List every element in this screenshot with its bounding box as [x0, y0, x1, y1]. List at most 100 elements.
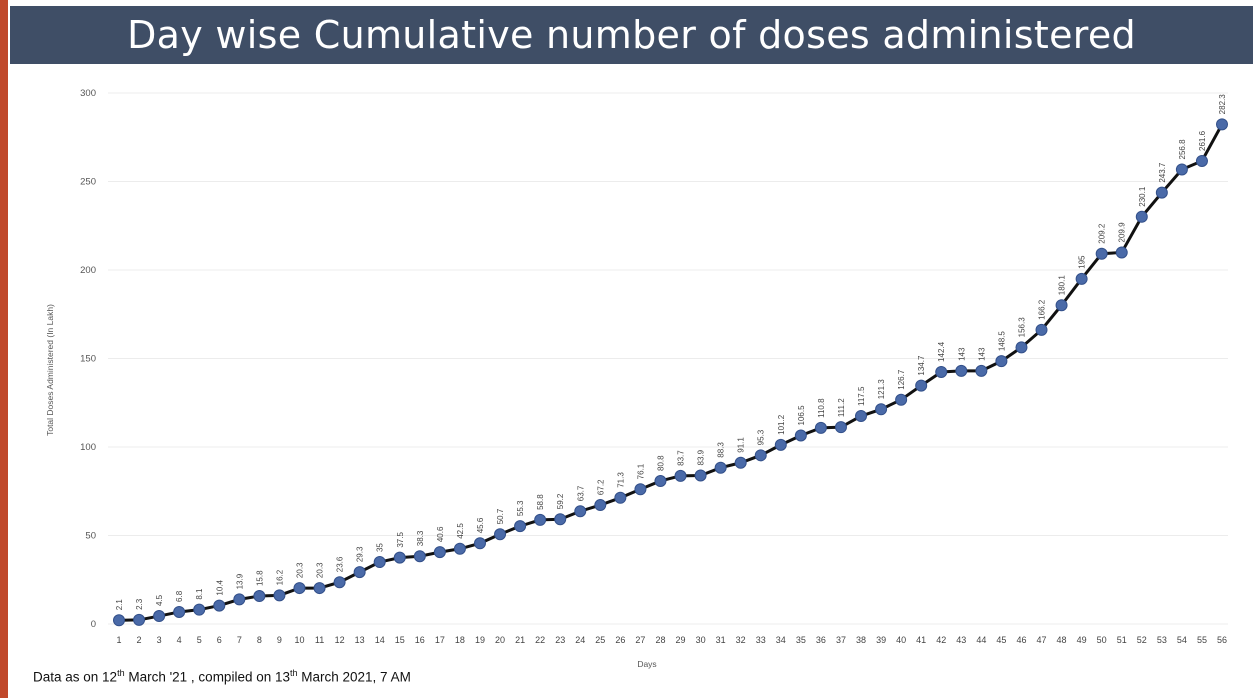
- x-tick-label: 16: [415, 635, 425, 645]
- data-label: 13.9: [235, 573, 244, 589]
- data-point: [875, 403, 888, 416]
- data-label: 143: [977, 347, 986, 361]
- data-label: 6.8: [175, 590, 184, 602]
- footnote-middle: March '21 , compiled on 13: [124, 669, 290, 685]
- x-tick-label: 30: [696, 635, 706, 645]
- data-label: 282.3: [1218, 94, 1227, 115]
- data-label: 55.3: [516, 500, 525, 516]
- x-tick-label: 38: [856, 635, 866, 645]
- data-point: [975, 364, 988, 377]
- data-point: [995, 355, 1008, 368]
- x-tick-label: 56: [1217, 635, 1227, 645]
- data-label: 23.6: [336, 556, 345, 572]
- accent-bar: [0, 0, 8, 698]
- data-point: [1195, 154, 1208, 167]
- x-tick-label: 15: [395, 635, 405, 645]
- data-point: [895, 393, 908, 406]
- x-tick-label: 29: [676, 635, 686, 645]
- data-label: 261.6: [1198, 130, 1207, 151]
- data-label: 71.3: [616, 472, 625, 488]
- data-label: 106.5: [797, 405, 806, 426]
- x-tick-label: 17: [435, 635, 445, 645]
- y-tick-label: 0: [91, 619, 96, 630]
- data-label: 117.5: [857, 386, 866, 406]
- x-tick-label: 11: [315, 635, 324, 645]
- y-tick-label: 100: [80, 442, 96, 453]
- footnote-prefix: Data as on 12: [33, 669, 118, 685]
- data-label: 256.8: [1178, 139, 1187, 160]
- x-tick-label: 44: [976, 635, 986, 645]
- x-tick-label: 9: [277, 635, 282, 645]
- data-label: 83.7: [677, 450, 686, 466]
- data-label: 35: [376, 543, 385, 552]
- data-label: 20.3: [295, 562, 304, 578]
- x-tick-label: 25: [595, 635, 605, 645]
- data-point: [935, 365, 948, 378]
- x-tick-label: 41: [916, 635, 926, 645]
- data-label: 91.1: [737, 437, 746, 453]
- x-tick-label: 45: [996, 635, 1006, 645]
- data-label: 58.8: [536, 494, 545, 510]
- x-tick-label: 42: [936, 635, 946, 645]
- data-point: [1015, 341, 1028, 354]
- data-label: 156.3: [1017, 317, 1026, 338]
- data-label: 110.8: [817, 398, 826, 418]
- x-tick-label: 46: [1016, 635, 1026, 645]
- x-tick-label: 13: [355, 635, 365, 645]
- data-point: [654, 474, 667, 487]
- data-point: [614, 491, 627, 504]
- data-label: 38.3: [416, 530, 425, 546]
- data-point: [133, 613, 146, 626]
- data-point: [1115, 246, 1128, 259]
- x-tick-label: 20: [495, 635, 505, 645]
- data-point: [333, 576, 346, 589]
- data-point: [173, 605, 186, 618]
- data-label: 180.1: [1058, 275, 1067, 296]
- data-point: [113, 614, 125, 627]
- x-tick-label: 6: [217, 635, 222, 645]
- x-tick-label: 21: [515, 635, 525, 645]
- x-tick-label: 14: [375, 635, 385, 645]
- data-label: 142.4: [937, 341, 946, 362]
- data-point: [594, 499, 607, 512]
- header-banner: Day wise Cumulative number of doses admi…: [10, 6, 1253, 64]
- data-label: 2.1: [115, 599, 124, 611]
- x-tick-label: 35: [796, 635, 806, 645]
- data-label: 15.8: [255, 570, 264, 586]
- x-tick-label: 26: [615, 635, 625, 645]
- data-point: [433, 546, 446, 559]
- data-label: 209.9: [1118, 222, 1127, 243]
- data-label: 63.7: [576, 485, 585, 501]
- data-label: 83.9: [697, 449, 706, 465]
- data-point: [834, 421, 847, 434]
- data-point: [694, 469, 707, 482]
- data-point: [794, 429, 807, 442]
- data-label: 230.1: [1138, 186, 1147, 207]
- x-tick-label: 12: [335, 635, 345, 645]
- data-point: [213, 599, 226, 612]
- data-label: 101.2: [777, 414, 786, 435]
- data-point: [353, 566, 366, 579]
- footnote: Data as on 12th March '21 , compiled on …: [33, 668, 411, 685]
- data-point: [494, 528, 507, 541]
- x-tick-label: 31: [716, 635, 726, 645]
- x-tick-label: 36: [816, 635, 826, 645]
- data-label: 111.2: [837, 398, 846, 417]
- data-label: 195: [1078, 255, 1087, 269]
- data-point: [574, 505, 587, 518]
- x-tick-label: 52: [1137, 635, 1147, 645]
- data-point: [1216, 118, 1228, 131]
- x-tick-label: 23: [555, 635, 565, 645]
- data-point: [473, 537, 486, 550]
- data-label: 42.5: [456, 523, 465, 539]
- y-tick-label: 50: [85, 531, 96, 542]
- y-axis-label: Total Doses Administered (In Lakh): [45, 304, 55, 436]
- x-tick-label: 32: [736, 635, 746, 645]
- x-tick-label: 49: [1077, 635, 1087, 645]
- data-point: [855, 410, 868, 423]
- data-point: [674, 469, 687, 482]
- data-point: [273, 589, 286, 602]
- series-line: [118, 123, 1224, 622]
- y-tick-label: 250: [80, 177, 96, 188]
